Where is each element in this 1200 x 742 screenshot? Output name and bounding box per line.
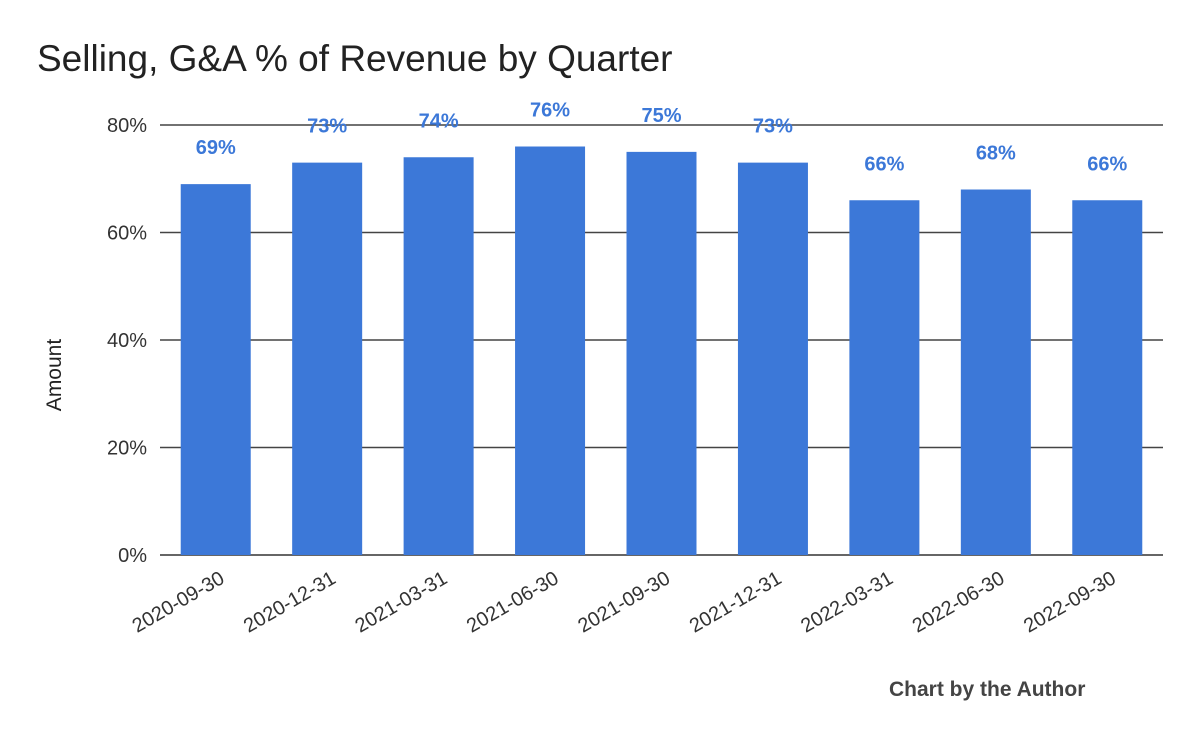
x-tick-label: 2021-03-31: [352, 567, 452, 637]
bar: [626, 151, 697, 555]
data-label: 69%: [196, 137, 236, 159]
bar: [515, 146, 586, 555]
data-label: 73%: [307, 116, 347, 138]
bars: [180, 146, 1143, 555]
bar: [292, 162, 363, 555]
x-tick-label: 2021-09-30: [574, 567, 674, 637]
bar: [960, 189, 1031, 555]
y-tick-label: 60%: [107, 223, 147, 245]
y-axis-title: Amount: [43, 339, 66, 412]
x-tick-label: 2022-09-30: [1020, 567, 1120, 637]
data-label: 73%: [753, 116, 793, 138]
x-tick-label: 2020-12-31: [240, 567, 340, 637]
bar: [1072, 200, 1143, 555]
data-labels: 69% 73% 74% 76% 75% 73% 66% 68% 66%: [196, 100, 1128, 176]
chart-title: Selling, G&A % of Revenue by Quarter: [37, 38, 673, 79]
data-label: 76%: [530, 100, 570, 122]
bar: [180, 184, 251, 555]
x-tick-label: 2021-06-30: [463, 567, 563, 637]
bar: [849, 200, 920, 555]
data-label: 68%: [976, 143, 1016, 165]
x-tick-label: 2022-03-31: [797, 567, 897, 637]
data-label: 74%: [419, 110, 459, 132]
x-tick-label: 2022-06-30: [909, 567, 1009, 637]
y-tick-label: 0%: [118, 545, 147, 567]
y-axis-ticks: 0% 20% 40% 60% 80%: [107, 115, 147, 567]
chart-credit: Chart by the Author: [889, 678, 1086, 701]
y-tick-label: 40%: [107, 330, 147, 352]
data-label: 66%: [1087, 153, 1127, 175]
x-axis-ticks: 2020-09-30 2020-12-31 2021-03-31 2021-06-30…: [129, 567, 1120, 637]
data-label: 75%: [641, 105, 681, 127]
y-tick-label: 80%: [107, 115, 147, 137]
x-tick-label: 2020-09-30: [129, 567, 229, 637]
data-label: 66%: [864, 153, 904, 175]
y-tick-label: 20%: [107, 438, 147, 460]
bar: [403, 157, 474, 555]
bar: [737, 162, 808, 555]
x-tick-label: 2021-12-31: [686, 567, 786, 637]
